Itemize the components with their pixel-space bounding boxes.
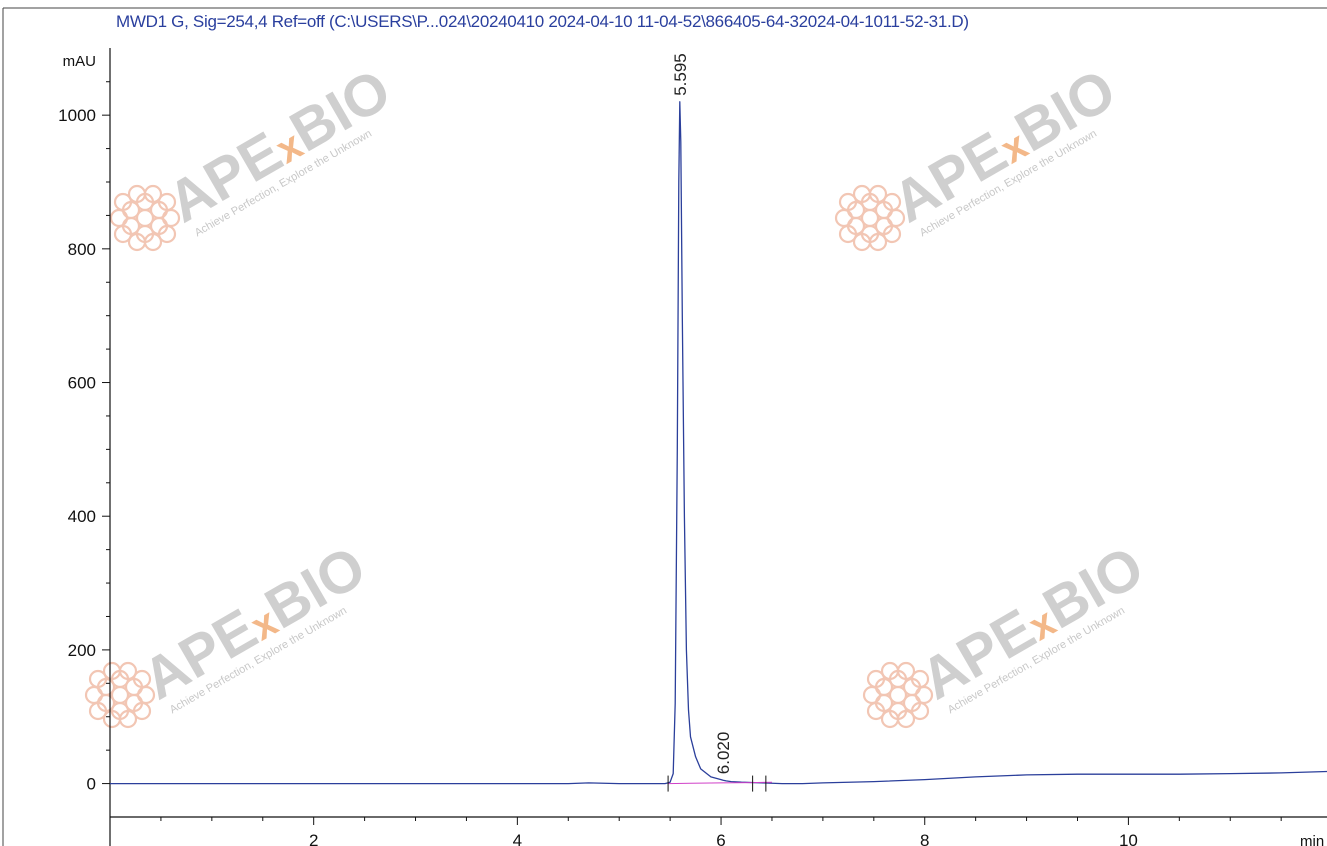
emblem-dot xyxy=(132,669,152,689)
y-tick-label: 400 xyxy=(68,507,96,526)
watermark-emblem xyxy=(109,184,181,252)
x-axis-unit: min xyxy=(1300,833,1324,846)
emblem-dot xyxy=(910,701,930,721)
emblem-dot xyxy=(157,192,177,212)
emblem-dot xyxy=(143,232,163,252)
emblem-dot xyxy=(143,184,163,204)
y-tick-label: 0 xyxy=(87,775,96,794)
watermark-emblem xyxy=(84,661,156,729)
emblem-dot xyxy=(866,701,886,721)
x-tick-label: 10 xyxy=(1119,831,1138,846)
emblem-dot xyxy=(109,208,129,228)
x-tick-label: 4 xyxy=(513,831,522,846)
emblem-dot xyxy=(868,184,888,204)
emblem-dot xyxy=(838,192,858,212)
signal-trace xyxy=(110,101,1327,785)
x-tick-label: 6 xyxy=(716,831,725,846)
watermark-emblem xyxy=(834,184,906,252)
peak-label: 5.595 xyxy=(671,53,690,96)
emblem-dot xyxy=(882,192,902,212)
peak-label-text: 5.595 xyxy=(671,53,690,96)
axes-layer: 0 200 400 600 800 1000 mAU 2 4 6 8 10 min xyxy=(2,7,1327,846)
emblem-dot xyxy=(118,661,138,681)
peak-label-text: 6.020 xyxy=(714,732,733,775)
watermark-brand: APExBIO xyxy=(132,534,376,713)
watermark-brand: APExBIO xyxy=(910,534,1154,713)
y-axis-unit: mAU xyxy=(63,53,96,70)
emblem-dot xyxy=(862,685,882,705)
emblem-dot xyxy=(868,232,888,252)
emblem-dot xyxy=(88,669,108,689)
x-tick-label: 2 xyxy=(309,831,318,846)
emblem-dot xyxy=(896,661,916,681)
watermark-brand: APExBIO xyxy=(157,57,401,236)
emblem-dot xyxy=(157,224,177,244)
emblem-dot xyxy=(896,709,916,729)
emblem-dot xyxy=(866,669,886,689)
peak-label: 6.020 xyxy=(714,732,733,775)
watermark-emblem xyxy=(862,661,934,729)
emblem-dot xyxy=(834,208,854,228)
emblem-dot xyxy=(910,669,930,689)
emblem-dot xyxy=(113,192,133,212)
y-tick-label: 1000 xyxy=(58,106,96,125)
chart-title: MWD1 G, Sig=254,4 Ref=off (C:\USERS\P...… xyxy=(116,12,969,31)
watermark-brand: APExBIO xyxy=(882,57,1126,236)
y-tick-label: 600 xyxy=(68,374,96,393)
y-tick-label: 200 xyxy=(68,641,96,660)
emblem-dot xyxy=(113,224,133,244)
emblem-dot xyxy=(84,685,104,705)
traces-layer xyxy=(110,101,1327,792)
x-tick-label: 8 xyxy=(920,831,929,846)
emblem-dot xyxy=(132,701,152,721)
emblem-dot xyxy=(882,224,902,244)
baseline-trace xyxy=(668,781,773,785)
labels-layer: 5.595 6.020 xyxy=(671,53,733,774)
y-tick-label: 800 xyxy=(68,240,96,259)
emblem-dot xyxy=(88,701,108,721)
emblem-dot xyxy=(838,224,858,244)
emblem-dot xyxy=(118,709,138,729)
